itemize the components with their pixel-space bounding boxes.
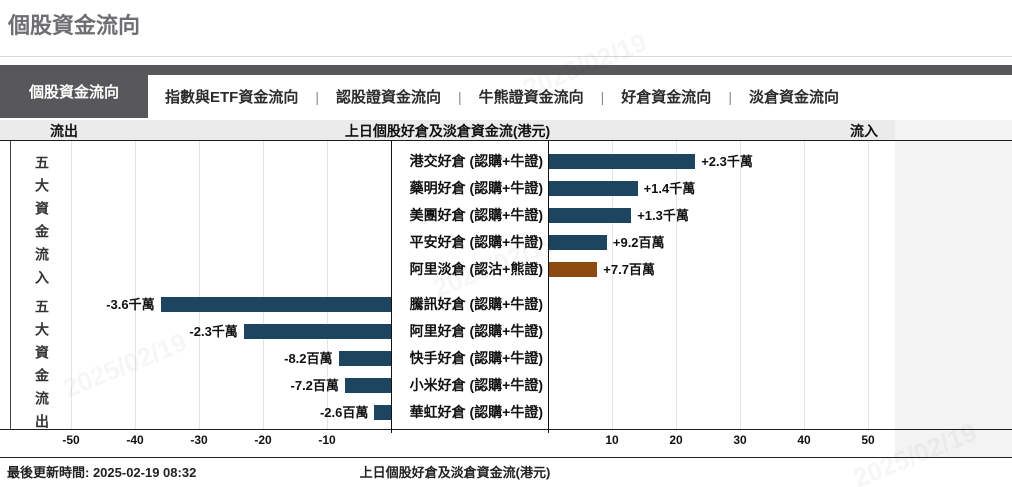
outflow-label: 流出 <box>50 123 78 139</box>
tab-separator: | <box>728 88 732 105</box>
gridline <box>263 141 264 429</box>
bar-value-label: +1.4千萬 <box>643 181 696 196</box>
x-tick-label: 30 <box>733 433 747 447</box>
tab-cbbc-flow[interactable]: 牛熊證資金流向 <box>478 89 584 106</box>
bar-category-label: 阿里好倉 (認購+牛證) <box>409 323 543 339</box>
bar-value-label: -2.3千萬 <box>189 324 238 339</box>
bar-value-label: -2.6百萬 <box>319 405 369 420</box>
bar <box>374 405 391 420</box>
x-tick-label: 20 <box>669 433 683 447</box>
gridline <box>868 141 869 429</box>
x-tick-label: -30 <box>190 433 208 447</box>
bar-category-label: 騰訊好倉 (認購+牛證) <box>409 296 543 312</box>
tab-short-flow[interactable]: 淡倉資金流向 <box>748 89 839 106</box>
tab-separator: | <box>458 88 462 105</box>
x-tick-label: 10 <box>605 433 619 447</box>
plot-left-border <box>10 141 11 429</box>
bar <box>338 351 391 366</box>
bar-value-label: +7.7百萬 <box>603 262 655 277</box>
chart-right-margin <box>895 120 1012 457</box>
flow-tab-bar: 個股資金流向 指數與ETF資金流向 | 認股證資金流向 | 牛熊證資金流向 | … <box>0 65 1012 118</box>
bar <box>160 297 391 312</box>
bar-value-label: +9.2百萬 <box>612 235 665 250</box>
x-tick-label: -40 <box>126 433 144 447</box>
gridline <box>740 141 741 429</box>
tab-index-etf-flow[interactable]: 指數與ETF資金流向 <box>165 89 299 106</box>
bar-category-label: 平安好倉 (認購+牛證) <box>409 234 543 250</box>
gridline <box>676 141 677 429</box>
tab-bar-top-strip <box>0 65 1012 75</box>
tab-separator: | <box>600 88 605 105</box>
bar <box>548 235 607 250</box>
bar-category-label: 藥明好倉 (認購+牛證) <box>409 180 543 196</box>
x-tick-label: -50 <box>62 433 80 447</box>
gridline <box>71 141 72 429</box>
tab-individual-stock-flow[interactable]: 個股資金流向 <box>0 65 148 118</box>
x-tick-label: 50 <box>861 433 875 447</box>
page-title: 個股資金流向 <box>8 13 141 38</box>
gridline <box>199 141 200 429</box>
bar <box>243 324 391 339</box>
bar-value-label: -7.2百萬 <box>290 378 339 393</box>
tab-separator: | <box>315 88 319 105</box>
zero-axis-line <box>548 141 549 433</box>
x-tick-label: -10 <box>318 433 336 447</box>
x-tick-label: 40 <box>797 433 811 447</box>
bar-category-label: 小米好倉 (認購+牛證) <box>409 377 543 393</box>
bar <box>344 378 391 393</box>
bar-chart-plot: 港交好倉 (認購+牛證) +2.3千萬藥明好倉 (認購+牛證) +1.4千萬美團好倉… <box>0 140 1012 433</box>
bar <box>548 208 632 223</box>
bar-category-label: 華虹好倉 (認購+牛證) <box>409 404 543 420</box>
chart-title: 上日個股好倉及淡倉資金流(港元) <box>344 123 551 139</box>
zero-axis-line <box>391 141 392 433</box>
bar-category-label: 阿里淡倉 (認沽+熊證) <box>409 261 543 277</box>
gridline <box>327 141 328 429</box>
bar-value-label: -8.2百萬 <box>284 351 333 366</box>
group-label-top5-outflow: 五大資金流出 <box>34 299 50 437</box>
bar-value-label: +2.3千萬 <box>701 154 753 169</box>
bar-category-label: 港交好倉 (認購+牛證) <box>409 153 543 169</box>
footer-divider <box>0 457 1012 458</box>
bar-value-label: -3.6千萬 <box>106 297 155 312</box>
gridline <box>804 141 805 429</box>
x-tick-label: -20 <box>254 433 272 447</box>
last-updated-timestamp: 最後更新時間: 2025-02-19 08:32 <box>7 465 197 480</box>
title-divider <box>0 56 1012 57</box>
x-axis: -50 -40 -30 -20 -10 10 20 30 40 50 <box>0 433 1012 451</box>
chart-header-strip: 上日個股好倉及淡倉資金流(港元) 流出 流入 <box>0 120 895 140</box>
tab-long-flow[interactable]: 好倉資金流向 <box>621 89 712 106</box>
bar-value-label: +1.3千萬 <box>637 208 689 223</box>
bar <box>548 181 638 196</box>
tab-warrant-flow[interactable]: 認股證資金流向 <box>335 89 441 106</box>
gridline <box>612 141 613 429</box>
group-label-top5-inflow: 五大資金流入 <box>34 155 50 293</box>
bar-category-label: 快手好倉 (認購+牛證) <box>409 350 543 366</box>
bar <box>548 262 598 277</box>
footer-caption: 上日個股好倉及淡倉資金流(港元) <box>359 465 551 480</box>
plot-background <box>0 141 895 429</box>
gridline <box>135 141 136 429</box>
inflow-label: 流入 <box>850 123 878 139</box>
bar <box>548 154 696 169</box>
bar-category-label: 美團好倉 (認購+牛證) <box>409 207 543 223</box>
